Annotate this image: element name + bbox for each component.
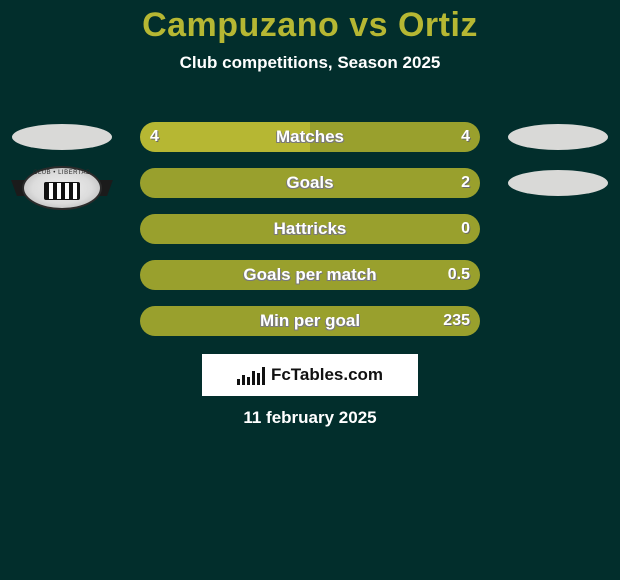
comparison-date: 11 february 2025 bbox=[0, 408, 620, 428]
stat-row: Goals2 bbox=[0, 166, 620, 212]
stat-bar-right bbox=[140, 214, 480, 244]
stat-bar-track bbox=[140, 260, 480, 290]
stat-bar-right bbox=[140, 168, 480, 198]
stat-bar-right bbox=[140, 260, 480, 290]
stat-row: Min per goal235 bbox=[0, 304, 620, 350]
page-title: Campuzano vs Ortiz bbox=[0, 0, 620, 45]
stat-row: Hattricks0 bbox=[0, 212, 620, 258]
stat-bar-track bbox=[140, 122, 480, 152]
watermark-chart-icon bbox=[237, 365, 265, 385]
page-subtitle: Club competitions, Season 2025 bbox=[0, 53, 620, 73]
stat-bar-track bbox=[140, 168, 480, 198]
stat-rows: Matches44Goals2Hattricks0Goals per match… bbox=[0, 120, 620, 350]
stat-bar-track bbox=[140, 306, 480, 336]
stat-bar-track bbox=[140, 214, 480, 244]
stat-bar-right bbox=[310, 122, 480, 152]
stat-row: Goals per match0.5 bbox=[0, 258, 620, 304]
stat-bar-right bbox=[140, 306, 480, 336]
stat-bar-left bbox=[140, 122, 310, 152]
stat-row: Matches44 bbox=[0, 120, 620, 166]
comparison-block: CLUB • LIBERTAD Matches44Goals2Hattricks… bbox=[0, 120, 620, 350]
page-root: Campuzano vs Ortiz Club competitions, Se… bbox=[0, 0, 620, 580]
watermark: FcTables.com bbox=[202, 354, 418, 396]
watermark-text: FcTables.com bbox=[271, 365, 383, 385]
